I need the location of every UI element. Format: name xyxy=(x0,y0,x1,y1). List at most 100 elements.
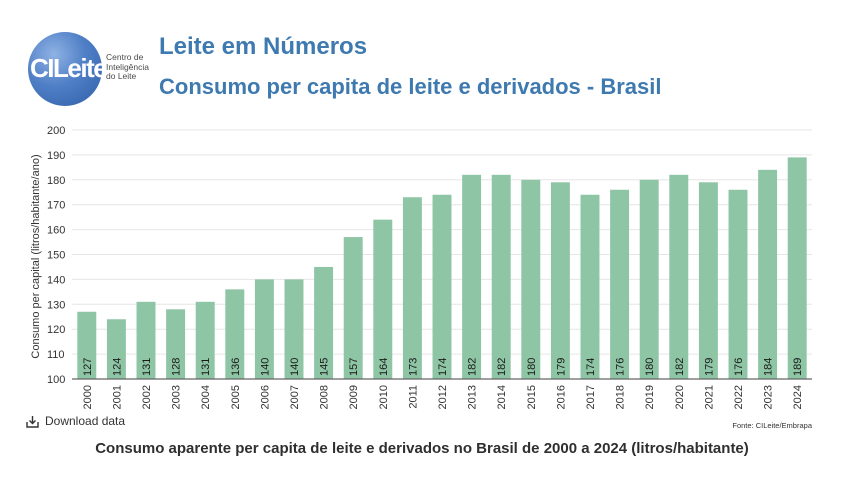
y-tick-label: 140 xyxy=(47,274,65,286)
x-tick-label: 2007 xyxy=(289,385,301,409)
data-label: 184 xyxy=(763,358,775,376)
data-label: 182 xyxy=(467,358,479,376)
chart-title: Consumo per capita de leite e derivados … xyxy=(159,74,662,99)
data-label: 176 xyxy=(615,358,627,376)
x-tick-label: 2023 xyxy=(763,385,775,409)
data-label: 174 xyxy=(585,358,597,376)
logo-tagline-line: Centro de xyxy=(106,52,144,62)
logo-tagline: Centro de Inteligência do Leite xyxy=(106,52,166,82)
data-label: 131 xyxy=(200,358,212,376)
x-tick-label: 2018 xyxy=(615,385,627,409)
bar-2008[interactable] xyxy=(314,266,334,379)
download-label: Download data xyxy=(45,414,126,428)
y-tick-label: 120 xyxy=(47,324,65,336)
x-tick-label: 2004 xyxy=(200,385,212,409)
data-label: 179 xyxy=(555,358,567,376)
data-label: 124 xyxy=(111,358,123,376)
x-tick-label: 2008 xyxy=(319,385,331,409)
y-tick-label: 160 xyxy=(47,225,65,237)
x-tick-label: 2016 xyxy=(555,385,567,409)
data-label: 182 xyxy=(496,358,508,376)
data-label: 136 xyxy=(230,358,242,376)
data-label: 157 xyxy=(348,358,360,376)
logo-tagline-line: do Leite xyxy=(106,71,137,81)
data-label: 140 xyxy=(259,358,271,376)
x-tick-label: 2019 xyxy=(644,385,656,409)
data-label: 173 xyxy=(407,358,419,376)
y-axis-title: Consumo per capital (litros/habitante/an… xyxy=(30,154,42,358)
data-label: 179 xyxy=(703,358,715,376)
x-tick-label: 2011 xyxy=(407,385,419,409)
bar-2006[interactable] xyxy=(254,279,274,379)
chart-bars: 127 124 131 128 131 136 140 140 145 157 164 173 174 1… xyxy=(77,157,807,379)
x-tick-label: 2006 xyxy=(259,385,271,409)
bar-2010[interactable] xyxy=(373,219,393,379)
data-label: 128 xyxy=(171,358,183,376)
logo: CILeite Centro de Inteligência do Leite xyxy=(28,32,158,108)
y-tick-label: 180 xyxy=(47,175,65,187)
logo-tagline-line: Inteligência xyxy=(106,61,150,72)
bar-2005[interactable] xyxy=(225,289,245,379)
x-tick-label: 2017 xyxy=(585,385,597,409)
data-label: 127 xyxy=(82,358,94,376)
data-label: 131 xyxy=(141,358,153,376)
x-tick-label: 2012 xyxy=(437,385,449,409)
chart-caption: Consumo aparente per capita de leite e d… xyxy=(95,440,749,457)
bar-2024[interactable] xyxy=(787,157,807,379)
x-tick-label: 2003 xyxy=(171,385,183,409)
x-tick-label: 2001 xyxy=(111,385,123,409)
logo-mark: CILeite xyxy=(28,32,108,106)
page-title: Leite em Números xyxy=(159,33,368,60)
x-tick-label: 2024 xyxy=(792,385,804,409)
y-tick-label: 100 xyxy=(47,374,65,386)
y-tick-label: 190 xyxy=(47,150,65,162)
data-label: 182 xyxy=(674,358,686,376)
x-tick-label: 2002 xyxy=(141,385,153,409)
download-data-button[interactable]: Download data xyxy=(26,414,125,428)
y-tick-label: 110 xyxy=(47,349,65,361)
bar-2011[interactable] xyxy=(402,197,422,379)
y-tick-label: 130 xyxy=(47,299,65,311)
bar-2022[interactable] xyxy=(728,189,748,379)
data-label: 180 xyxy=(644,358,656,376)
x-tick-label: 2010 xyxy=(378,385,390,409)
download-icon xyxy=(26,415,39,428)
bar-2001[interactable] xyxy=(106,319,126,379)
bar-2004[interactable] xyxy=(195,301,215,379)
bar-2020[interactable] xyxy=(669,174,689,379)
x-tick-label: 2009 xyxy=(348,385,360,409)
x-tick-label: 2020 xyxy=(674,385,686,409)
data-label: 176 xyxy=(733,358,745,376)
logo-mark-text: CILeite xyxy=(30,53,108,83)
bar-2018[interactable] xyxy=(610,189,630,379)
bar-2007[interactable] xyxy=(284,279,304,379)
bar-2000[interactable] xyxy=(77,311,97,379)
bar-2015[interactable] xyxy=(521,179,541,379)
bar-2002[interactable] xyxy=(136,301,156,379)
bar-2013[interactable] xyxy=(462,174,482,379)
bar-2003[interactable] xyxy=(166,309,186,379)
y-tick-label: 150 xyxy=(47,250,65,262)
bar-2014[interactable] xyxy=(491,174,511,379)
bar-2023[interactable] xyxy=(758,169,778,379)
x-tick-label: 2022 xyxy=(733,385,745,409)
y-tick-label: 200 xyxy=(47,125,65,137)
bar-2019[interactable] xyxy=(639,179,659,379)
bar-2021[interactable] xyxy=(698,182,718,379)
x-tick-label: 2005 xyxy=(230,385,242,409)
x-tick-label: 2014 xyxy=(496,385,508,409)
x-tick-label: 2000 xyxy=(82,385,94,409)
x-tick-label: 2021 xyxy=(703,385,715,409)
data-label: 164 xyxy=(378,358,390,376)
bar-2016[interactable] xyxy=(550,182,570,379)
y-axis-ticks: 100 110 120 130 140 150 160 170 180 190 200 xyxy=(47,125,65,386)
x-tick-label: 2015 xyxy=(526,385,538,409)
data-label: 145 xyxy=(319,358,331,376)
data-label: 189 xyxy=(792,358,804,376)
bar-2009[interactable] xyxy=(343,237,363,379)
data-label: 174 xyxy=(437,358,449,376)
bar-2012[interactable] xyxy=(432,194,452,379)
bar-2017[interactable] xyxy=(580,194,600,379)
y-tick-label: 170 xyxy=(47,200,65,212)
